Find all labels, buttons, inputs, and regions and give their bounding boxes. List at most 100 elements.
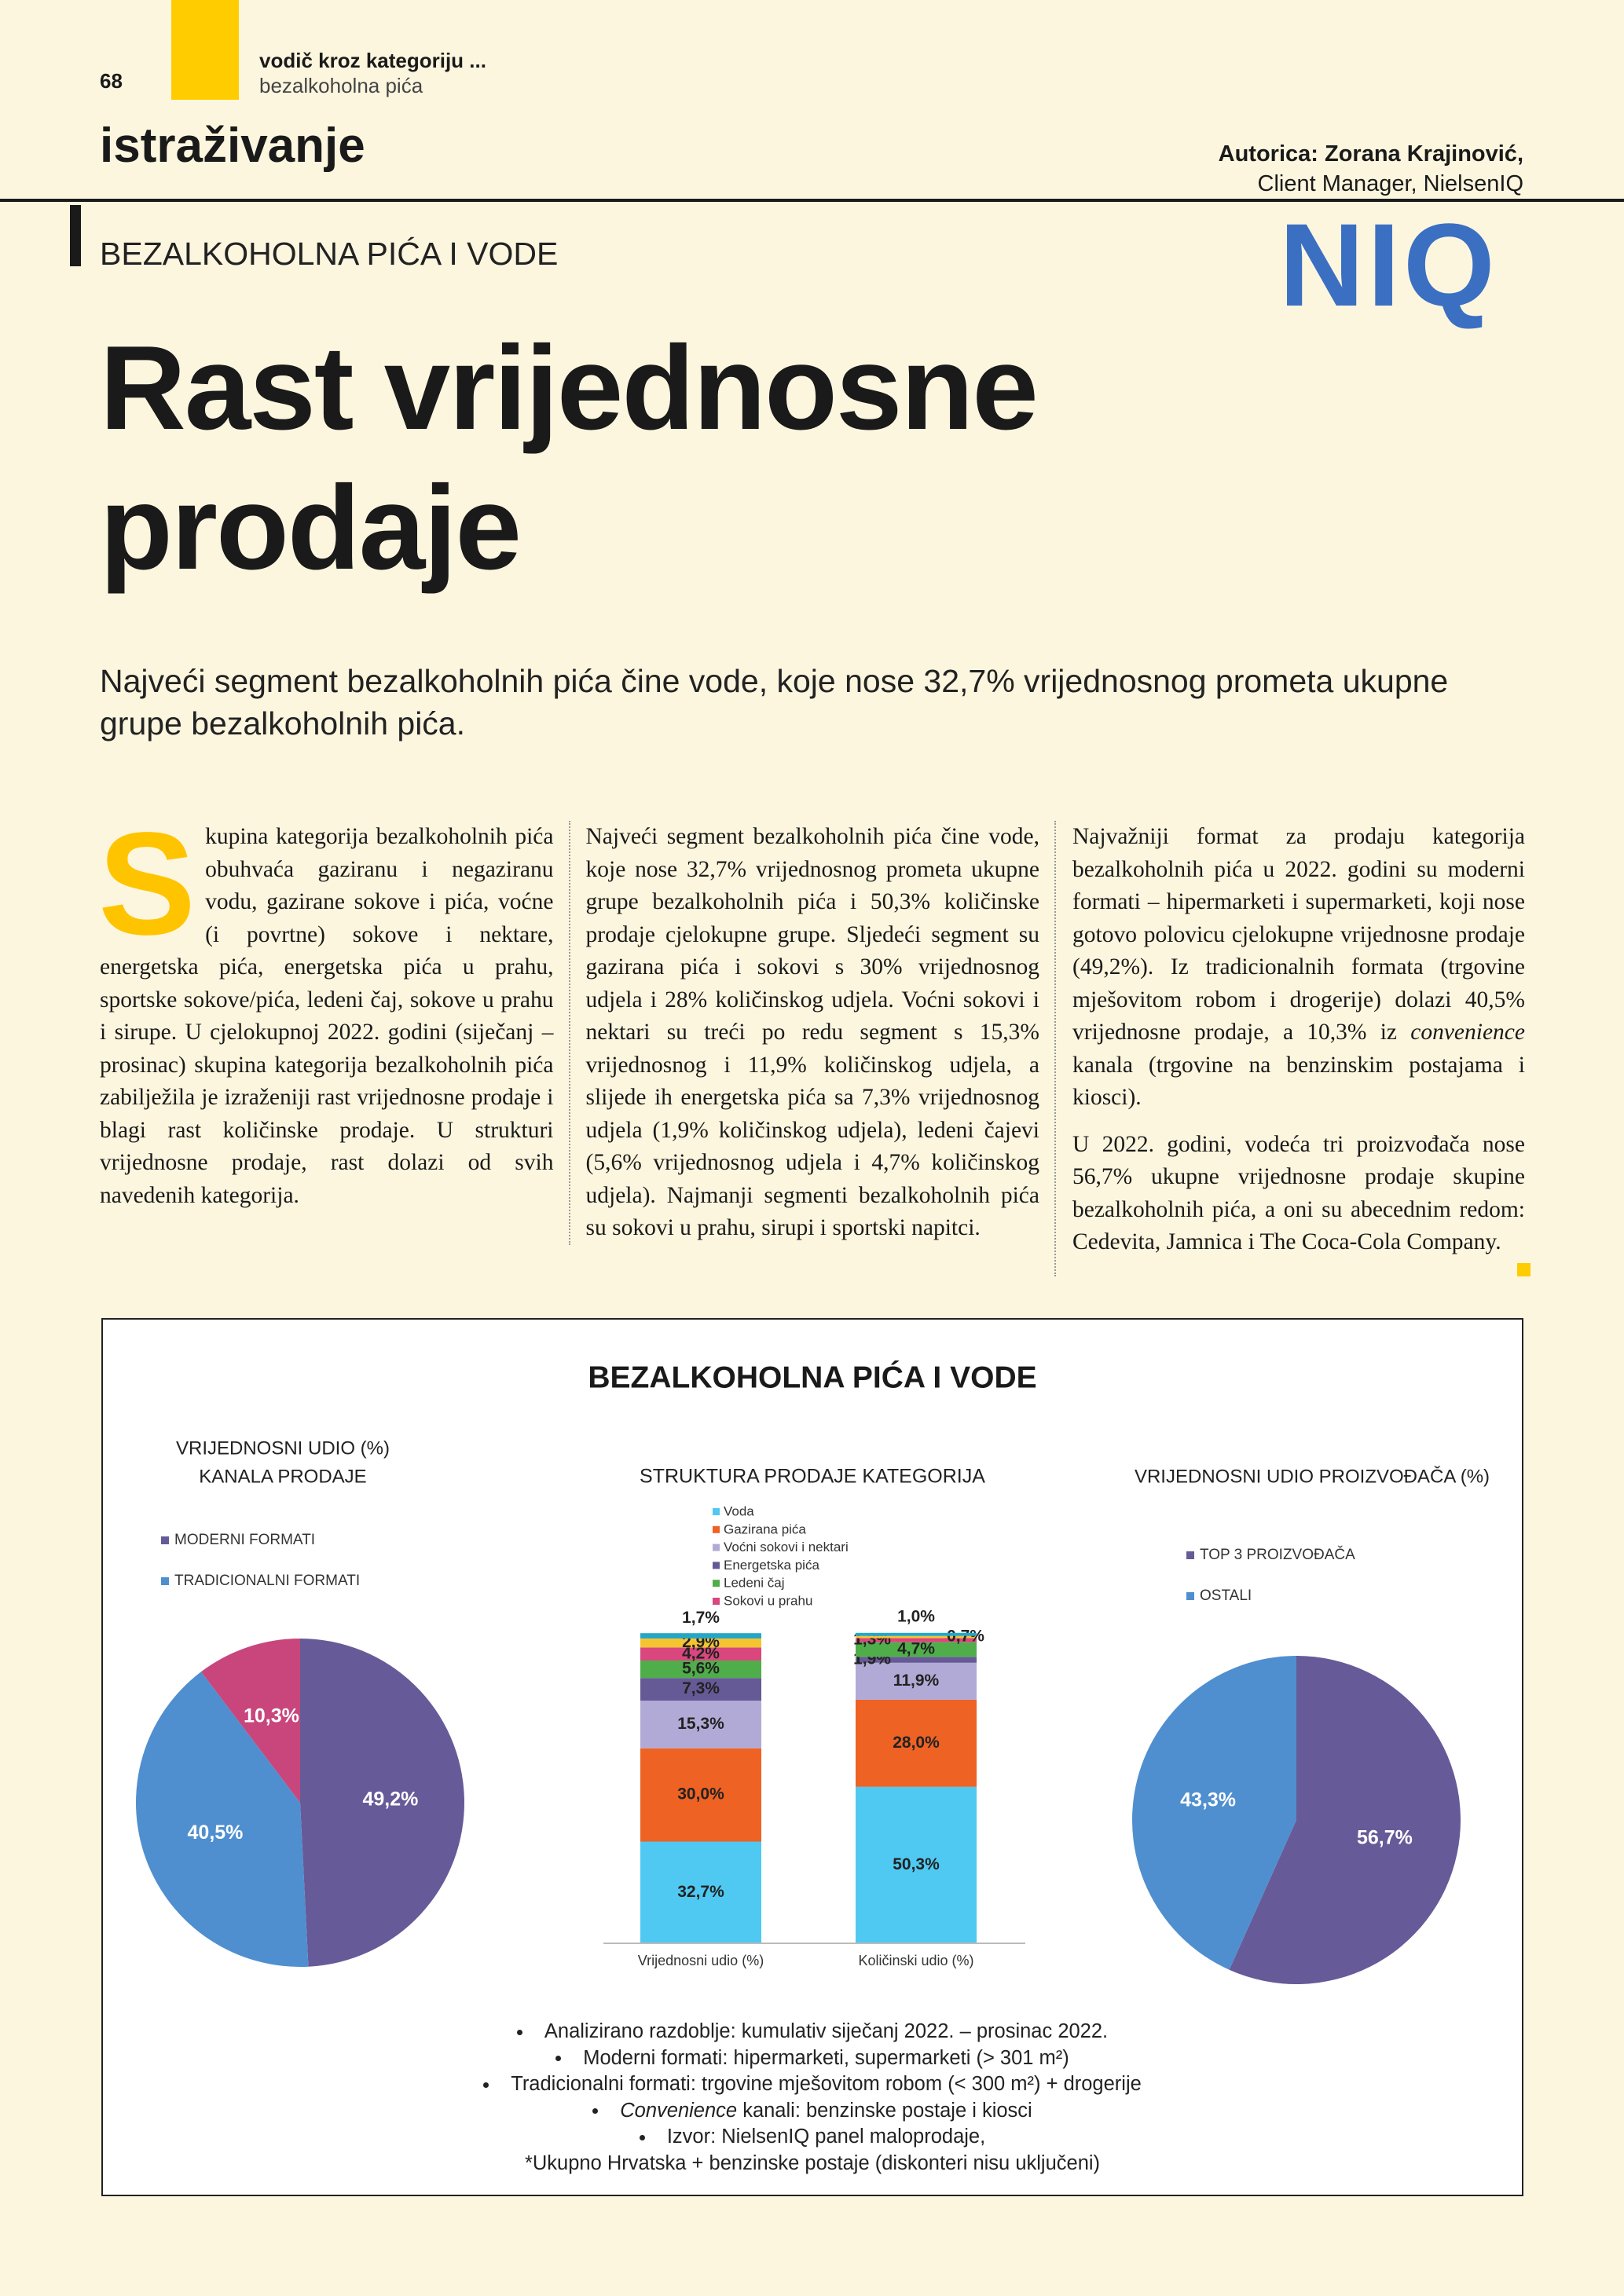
legend-swatch [161,1536,169,1544]
legend-swatch [713,1525,720,1533]
logo: NIQ [1279,199,1498,331]
rubric: istraživanje [100,119,365,173]
bar-segment [856,1632,977,1636]
section-title: vodič kroz kategoriju ... [259,49,486,72]
chart-title: STRUKTURA PRODAJE KATEGORIJA [640,1466,985,1488]
note: Analizirano razdoblje: kumulativ siječan… [101,2019,1523,2045]
legend-swatch [1186,1551,1194,1559]
data-label: 50,3% [893,1855,940,1873]
pie-slice [200,1639,300,1803]
pie-slice [135,1672,309,1967]
data-label: 15,3% [677,1715,724,1733]
chart-title: KANALA PRODAJE [199,1466,366,1487]
bar-segment [856,1699,977,1787]
text-run: kupina kategorija bezalkoholnih pića obu… [100,824,554,1208]
kicker: BEZALKOHOLNA PIĆA I VODE [100,236,559,272]
kicker-bar [70,205,81,266]
data-label: 49,2% [362,1789,418,1811]
bar-segment [856,1638,977,1642]
text-run: kanali: benzinske postaje i kiosci [737,2099,1032,2122]
page-number: 68 [100,69,123,93]
author-name: Autorica: Zorana Krajinović, [1218,141,1523,167]
data-label: 0,7% [947,1628,984,1646]
bar-segment [856,1642,977,1657]
legend-swatch [713,1562,720,1569]
note: Moderni formati: hipermarketi, supermark… [101,2045,1523,2072]
data-label: 5,6% [682,1660,720,1678]
legend-label: MODERNI FORMATI [174,1532,315,1548]
data-label: 1,0% [897,1607,935,1625]
pie-slice [300,1639,465,1967]
bar-segment [640,1633,761,1639]
legend-label: Voda [724,1503,754,1518]
legend-label: Sokovi u prahu [724,1593,812,1608]
bar-segment [640,1701,761,1749]
bar-segment [856,1635,977,1639]
bar-segment [640,1647,761,1661]
legend-swatch [161,1577,169,1585]
note: Izvor: NielsenIQ panel maloprodaje, [101,2124,1523,2151]
author-role: Client Manager, NielsenIQ [1257,171,1524,196]
chart-title: VRIJEDNOSNI UDIO PROIZVOĐAČA (%) [1135,1465,1490,1487]
notes: Analizirano razdoblje: kumulativ siječan… [101,2019,1523,2177]
data-label: 11,9% [893,1672,940,1690]
headline-line: Rast vrijednosne [100,321,1039,455]
data-label: 1,7% [682,1609,720,1627]
data-label: 30,0% [677,1785,724,1803]
text-run: Tradicionalni formati: trgovine mješovit… [511,2073,1142,2095]
bar-segment [640,1661,761,1679]
legend-swatch [713,1508,720,1515]
x-tick-label: Količinski udio (%) [858,1953,973,1968]
data-label: 4,2% [682,1644,720,1662]
text-run: Najvažniji format za prodaju kategorija … [1072,824,1525,1045]
legend-swatch [713,1598,720,1605]
pie-slice [1132,1656,1296,1970]
data-label: 43,3% [1180,1789,1236,1811]
paragraph: U 2022. godini, vodeća tri proizvođača n… [1072,1129,1525,1259]
x-tick-label: Vrijednosni udio (%) [638,1953,764,1968]
legend-swatch [1186,1592,1194,1600]
chart-title: VRIJEDNOSNI UDIO (%) [176,1437,390,1459]
text-run: *Ukupno Hrvatska + benzinske postaje (di… [524,2151,1101,2174]
note: Convenience kanali: benzinske postaje i … [101,2098,1523,2125]
data-label: 10,3% [244,1705,299,1727]
note: *Ukupno Hrvatska + benzinske postaje (di… [101,2151,1523,2177]
note: Tradicionalni formati: trgovine mješovit… [101,2071,1523,2098]
bar-segment [856,1657,977,1663]
italic-text: Convenience [620,2099,738,2122]
header-rule [0,199,1624,202]
end-mark [1517,1263,1531,1276]
bar-segment [640,1748,761,1842]
text-run: Moderni formati: hipermarketi, supermark… [583,2046,1069,2069]
paragraph: Najveći segment bezalkoholnih pića čine … [586,821,1040,1245]
legend-label: Energetska pića [724,1558,819,1573]
chart-box-title: BEZALKOHOLNA PIĆA I VODE [588,1360,1036,1394]
text-run: Najveći segment bezalkoholnih pića čine … [585,824,1040,1240]
body-column: Najvažniji format za prodaju kategorija … [1054,821,1525,1276]
legend-label: Gazirana pića [724,1522,806,1536]
data-label: 32,7% [677,1883,724,1901]
text-run: U 2022. godini, vodeća tri proizvođača n… [1072,1131,1525,1255]
bar-segment [856,1786,977,1943]
text-run: Analizirano razdoblje: kumulativ siječan… [544,2020,1109,2042]
bar-segment [640,1678,761,1701]
legend-label: OSTALI [1200,1587,1252,1604]
header-accent [171,0,239,100]
legend-label: Voćni sokovi i nektari [724,1540,849,1554]
text-run: Izvor: NielsenIQ panel maloprodaje, [666,2126,986,2148]
pie-slice [1229,1656,1461,1984]
bar-segment [640,1841,761,1943]
legend-label: TOP 3 PROIZVOĐAČA [1200,1546,1355,1563]
bar-segment [640,1638,761,1648]
legend-label: Ledeni čaj [724,1576,785,1591]
data-label: 28,0% [893,1734,940,1752]
subsection-title: bezalkoholna pića [259,74,423,97]
headline-line: prodaje [100,461,522,595]
data-label: 7,3% [682,1679,720,1697]
legend-swatch [713,1543,720,1551]
drop-cap: S [98,803,196,965]
data-label: 56,7% [1357,1827,1413,1849]
